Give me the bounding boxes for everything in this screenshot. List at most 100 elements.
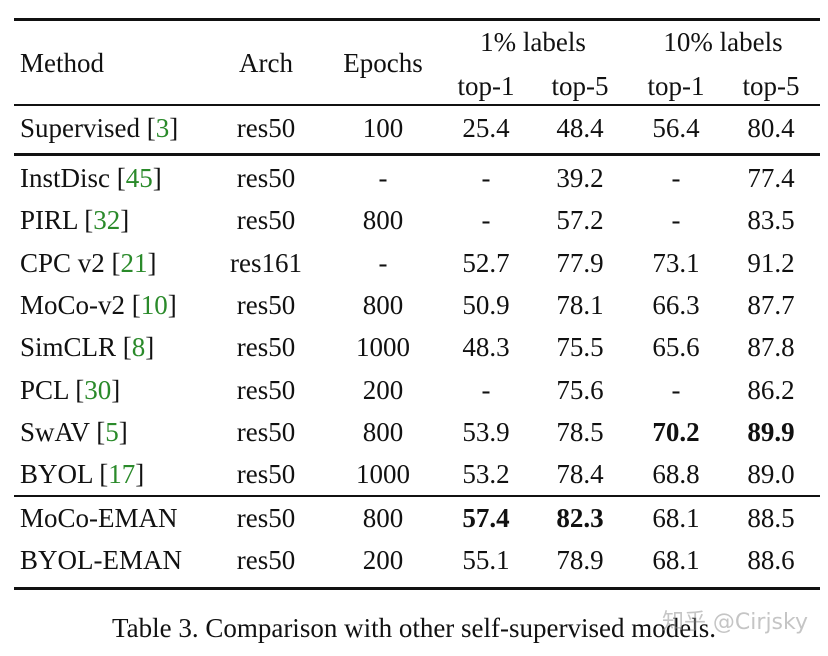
cell: 200 [362, 545, 404, 576]
method-text: SwAV [ [20, 416, 106, 447]
cell: 57.2 [556, 205, 604, 236]
cell: 83.5 [747, 205, 795, 236]
method-text: PIRL [ [20, 205, 94, 236]
cell: 57.4 [462, 503, 510, 533]
citation: 30 [84, 374, 112, 405]
method-cell: PCL [30] [20, 375, 120, 405]
method-text: PCL [ [20, 374, 85, 405]
method-cell: SimCLR [8] [20, 332, 154, 362]
cell: res50 [236, 503, 296, 533]
header-group: 10% labels [663, 27, 783, 57]
citation: 17 [108, 459, 136, 490]
method-cell: MoCo-EMAN [20, 503, 178, 533]
cell: - [378, 247, 388, 278]
method-text: ] [152, 163, 162, 193]
header-cell: Arch [239, 48, 293, 78]
cell: res50 [236, 163, 296, 193]
cell: res50 [236, 545, 296, 576]
cell: - [671, 205, 681, 236]
cell: 1000 [356, 459, 410, 490]
method-text: InstDisc [ [20, 163, 126, 193]
cell: 73.1 [652, 247, 700, 278]
cell: 65.6 [652, 332, 700, 363]
method-text: MoCo-EMAN [20, 503, 178, 533]
cell: res50 [236, 205, 296, 236]
cell: - [378, 163, 388, 193]
cell: 78.4 [556, 459, 604, 490]
cell: - [481, 163, 491, 193]
method-text: SimCLR [ [20, 332, 132, 363]
method-cell: BYOL [17] [20, 459, 144, 489]
cell: 55.1 [462, 545, 510, 576]
header-sub: top-5 [742, 71, 800, 101]
method-text: BYOL-EMAN [20, 545, 182, 576]
cell: - [671, 374, 681, 405]
method-cell: PIRL [32] [20, 205, 129, 235]
method-cell: SwAV [5] [20, 417, 128, 447]
method-text: ] [135, 459, 145, 490]
cell: res50 [236, 113, 296, 143]
cell: res50 [236, 332, 296, 363]
citation: 5 [105, 416, 119, 447]
cell: 68.1 [652, 545, 700, 576]
cell: 89.9 [747, 416, 795, 447]
method-cell: MoCo-v2 [10] [20, 290, 177, 320]
method-text: ] [111, 374, 121, 405]
cell: res50 [236, 416, 296, 447]
cell: 75.6 [556, 374, 604, 405]
cell: 70.2 [652, 416, 700, 447]
rule [14, 153, 820, 156]
cell: 39.2 [556, 163, 604, 193]
cell: 80.4 [747, 113, 795, 143]
cell: 88.6 [747, 545, 795, 576]
cell: 53.9 [462, 416, 510, 447]
header-sub: top-1 [647, 71, 705, 101]
method-text: ] [167, 289, 177, 320]
method-cell: CPC v2 [21] [20, 248, 157, 278]
citation: 8 [131, 332, 146, 363]
cell: 800 [362, 289, 404, 320]
caption: Table 3. Comparison with other self-supe… [112, 613, 716, 643]
header-group: 1% labels [480, 27, 586, 57]
method-text: ] [120, 205, 130, 236]
cell: 200 [362, 374, 404, 405]
cell: 78.5 [556, 416, 604, 447]
method-text: ] [118, 416, 128, 447]
cell: 89.0 [747, 459, 795, 490]
cell: 25.4 [462, 113, 510, 143]
cell: 77.4 [747, 163, 795, 193]
cell: 77.9 [556, 247, 604, 278]
cell: - [671, 163, 681, 193]
cell: 87.8 [747, 332, 795, 363]
header-cell: Method [20, 48, 104, 78]
method-text: Supervised [ [20, 113, 156, 143]
method-text: BYOL [ [20, 459, 109, 490]
cell: 78.1 [556, 289, 604, 320]
cell: res50 [236, 374, 296, 405]
cell: 1000 [356, 332, 410, 363]
cell: res50 [236, 289, 296, 320]
cell: 100 [362, 113, 404, 143]
cell: 82.3 [556, 503, 604, 533]
cell: 91.2 [747, 247, 795, 278]
cell: 56.4 [652, 113, 700, 143]
citation: 10 [140, 289, 168, 320]
cell: 75.5 [556, 332, 604, 363]
method-text: CPC v2 [ [20, 247, 121, 278]
method-text: ] [145, 332, 155, 363]
method-cell: Supervised [3] [20, 113, 178, 143]
citation: 21 [120, 247, 148, 278]
cell: 87.7 [747, 289, 795, 320]
cell: 68.1 [652, 503, 700, 533]
method-cell: InstDisc [45] [20, 163, 162, 193]
header-sub: top-1 [457, 71, 515, 101]
cell: 800 [362, 503, 404, 533]
header-cell: Epochs [343, 48, 423, 78]
citation: 3 [155, 113, 170, 143]
method-text: ] [169, 113, 179, 143]
rule [14, 495, 820, 497]
watermark: 知乎 @Cirjsky [661, 610, 808, 635]
cell: 53.2 [462, 459, 510, 490]
cell: 48.3 [462, 332, 510, 363]
